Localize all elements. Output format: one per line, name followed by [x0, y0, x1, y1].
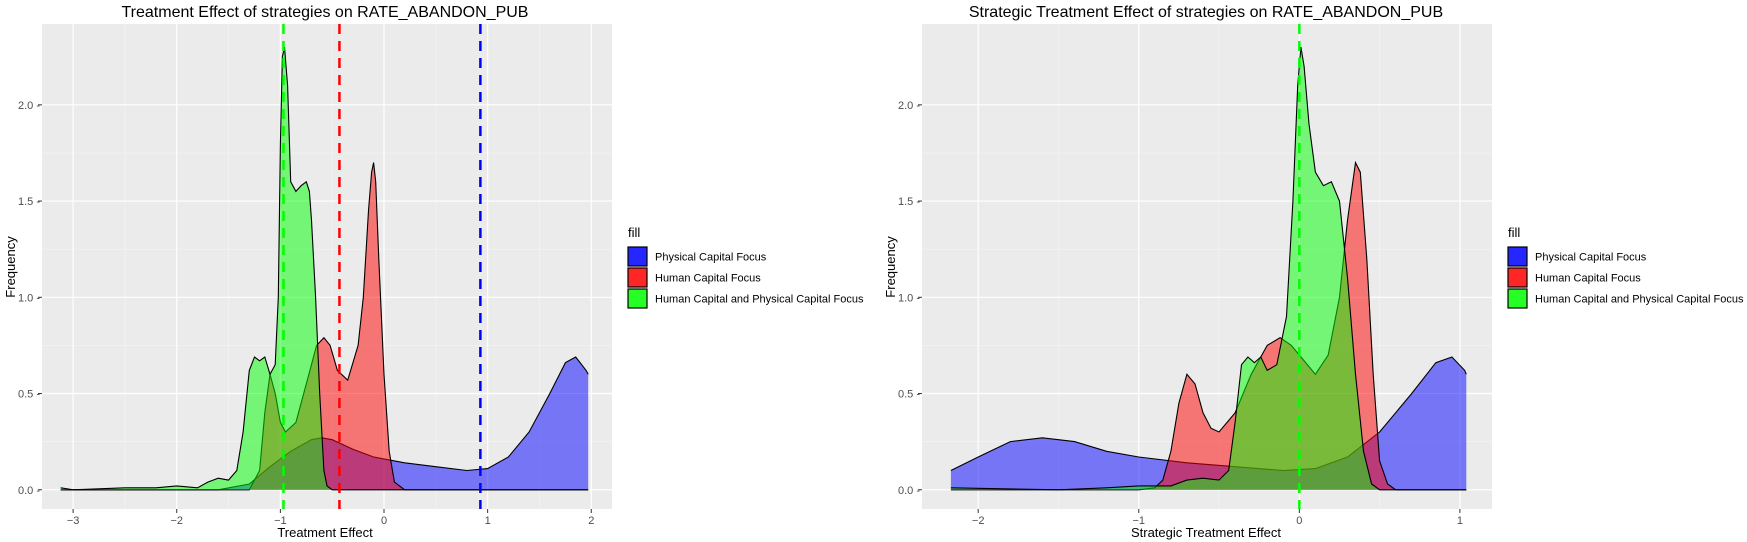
density-area-human-capital-and-physical-capital-focus: [950, 47, 1467, 490]
x-tick-label: −1: [1132, 515, 1145, 527]
x-tick-label: −1: [274, 515, 287, 527]
x-tick-label: 0: [1296, 515, 1302, 527]
x-tick-label: −2: [170, 515, 183, 527]
x-tick-label: −3: [67, 515, 80, 527]
legend-label: Physical Capital Focus: [1535, 252, 1647, 264]
y-tick-label: 0.0 -: [898, 485, 920, 497]
legend-key-human-capital-and-physical-capital-focus: [627, 288, 648, 309]
y-axis-title: Frequency: [3, 236, 18, 298]
density-line-human-capital-and-physical-capital-focus: [60, 46, 589, 491]
legend-label: Human Capital Focus: [655, 273, 761, 285]
legend-title: fill: [1508, 225, 1520, 240]
density-area-physical-capital-focus: [950, 357, 1467, 490]
legend-key-physical-capital-focus: [1507, 246, 1528, 267]
y-tick-label: 1.5 -: [898, 196, 920, 208]
x-tick-label: 1: [485, 515, 491, 527]
legend-title: fill: [628, 225, 640, 240]
y-tick-label: 1.5 -: [18, 196, 40, 208]
density-line-human-capital-and-physical-capital-focus: [950, 47, 1467, 491]
density-line-human-capital-focus: [950, 160, 1467, 491]
y-tick-label: 1.0 -: [898, 292, 920, 304]
y-tick-label: 2.0 -: [898, 100, 920, 112]
legend-key-physical-capital-focus: [627, 246, 648, 267]
density-area-human-capital-focus: [60, 162, 589, 490]
y-axis-title: Frequency: [883, 236, 898, 298]
legend-key-human-capital-focus: [627, 267, 648, 288]
x-tick-label: 0: [381, 515, 387, 527]
legend-label: Human Capital and Physical Capital Focus: [1535, 294, 1744, 306]
chart-strategic-treatment-effect: Strategic Treatment Effect of strategies…: [883, 4, 1744, 540]
x-axis-title: Treatment Effect: [277, 525, 373, 540]
plot-area: [42, 24, 612, 509]
y-tick-label: 2.0 -: [18, 100, 40, 112]
legend-label: Physical Capital Focus: [655, 252, 767, 264]
legend-label: Human Capital Focus: [1535, 273, 1641, 285]
x-tick-label: −2: [972, 515, 985, 527]
chart-title: Strategic Treatment Effect of strategies…: [969, 4, 1443, 21]
chart-treatment-effect: Treatment Effect of strategies on RATE_A…: [3, 4, 864, 540]
y-tick-label: 1.0 -: [18, 292, 40, 304]
legend-key-human-capital-focus: [1507, 267, 1528, 288]
legend-label: Human Capital and Physical Capital Focus: [655, 294, 864, 306]
chart-title: Treatment Effect of strategies on RATE_A…: [122, 4, 529, 21]
plot-area: [922, 24, 1492, 509]
y-tick-label: 0.5 -: [898, 389, 920, 401]
x-axis-title: Strategic Treatment Effect: [1131, 525, 1281, 540]
legend-key-human-capital-and-physical-capital-focus: [1507, 288, 1528, 309]
y-tick-label: 0.0 -: [18, 485, 40, 497]
x-tick-label: 2: [588, 515, 594, 527]
x-tick-label: 1: [1457, 515, 1463, 527]
y-tick-label: 0.5 -: [18, 389, 40, 401]
